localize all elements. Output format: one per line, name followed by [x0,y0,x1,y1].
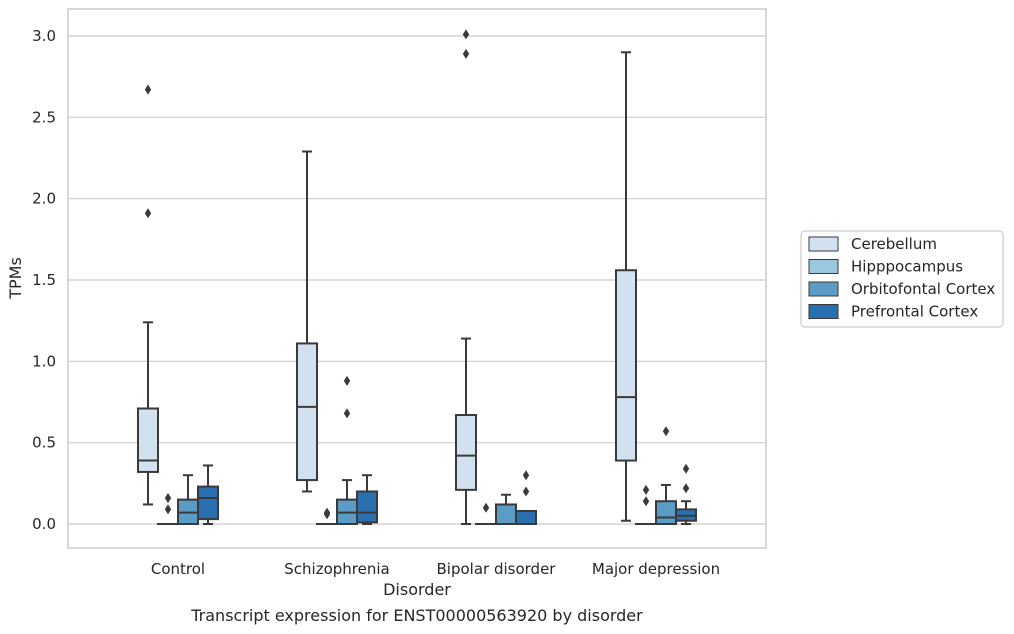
outlier-point [642,484,650,495]
box-3-3 [675,463,697,525]
plot-frame [67,8,767,549]
x-tick-label: Schizophrenia [284,560,389,578]
box-3-2 [515,470,537,525]
box-0-1 [296,150,318,493]
box-2-2 [495,493,517,526]
legend-label: Cerebellum [851,235,937,253]
legend-swatch [808,281,839,297]
box-iqr [655,500,677,525]
outlier-point [482,502,490,513]
grid-layer [68,35,766,525]
outlier-point [462,48,470,59]
y-axis-title: TPMs [6,257,25,300]
x-tick-label: Bipolar disorder [437,560,557,578]
y-tick-label: 1.5 [32,271,56,289]
outlier-point [144,208,152,219]
box-0-2 [455,29,477,525]
box-0-3 [615,51,637,522]
outlier-point [164,492,172,503]
box-1-2 [475,502,497,526]
y-tick-label: 2.5 [32,108,56,126]
x-axis-title: Disorder [383,580,451,599]
legend-swatch [808,304,839,319]
box-1-1 [316,507,338,526]
outlier-point [682,483,690,494]
legend-label: Orbitofontal Cortex [851,280,995,298]
outlier-point [323,507,331,518]
box-iqr [455,414,477,491]
figure-caption: Transcript expression for ENST0000056392… [191,606,643,625]
legend-label: Prefrontal Cortex [851,303,978,321]
legend-frame [800,230,1004,328]
box-iqr [515,509,537,525]
y-tick-label: 2.0 [32,190,56,208]
outlier-point [662,426,670,437]
legend-swatch [808,259,839,274]
box-2-1 [336,375,358,526]
x-tick-label: Control [151,560,205,578]
legend-label: Hipppocampus [851,258,963,276]
legend-swatch [808,236,839,252]
outlier-point [522,470,530,481]
box-3-0 [197,464,219,525]
box-iqr [137,407,159,473]
y-tick-label: 1.0 [32,352,56,370]
legend: Cerebellum Hipppocampus Orbitofontal Corte… [800,230,1004,328]
y-tick-label: 3.0 [32,27,56,45]
box-1-3 [635,484,657,526]
box-0-0 [137,84,159,506]
box-iqr [296,342,318,482]
y-tick-label: 0.0 [32,515,56,533]
boxes-layer [137,29,697,526]
box-iqr [615,269,637,462]
outlier-point [462,29,470,40]
box-iqr [197,485,219,521]
y-tick-label: 0.5 [32,434,56,452]
outlier-point [682,463,690,474]
outlier-point [642,496,650,507]
outlier-point [343,375,351,386]
box-1-0 [157,492,179,526]
box-3-1 [356,474,378,525]
box-iqr [495,503,517,526]
y-axis-ticks: 0.0 0.5 1.0 1.5 2.0 2.5 3.0 [32,27,56,533]
outlier-point [343,408,351,419]
box-iqr [356,490,378,524]
x-axis-ticks: Control Schizophrenia Bipolar disorder Majo… [151,560,720,578]
outlier-point [522,486,530,497]
box-2-3 [655,426,677,525]
box-2-0 [177,474,199,526]
x-tick-label: Major depression [592,560,720,578]
outlier-point [144,84,152,95]
outlier-point [164,504,172,515]
